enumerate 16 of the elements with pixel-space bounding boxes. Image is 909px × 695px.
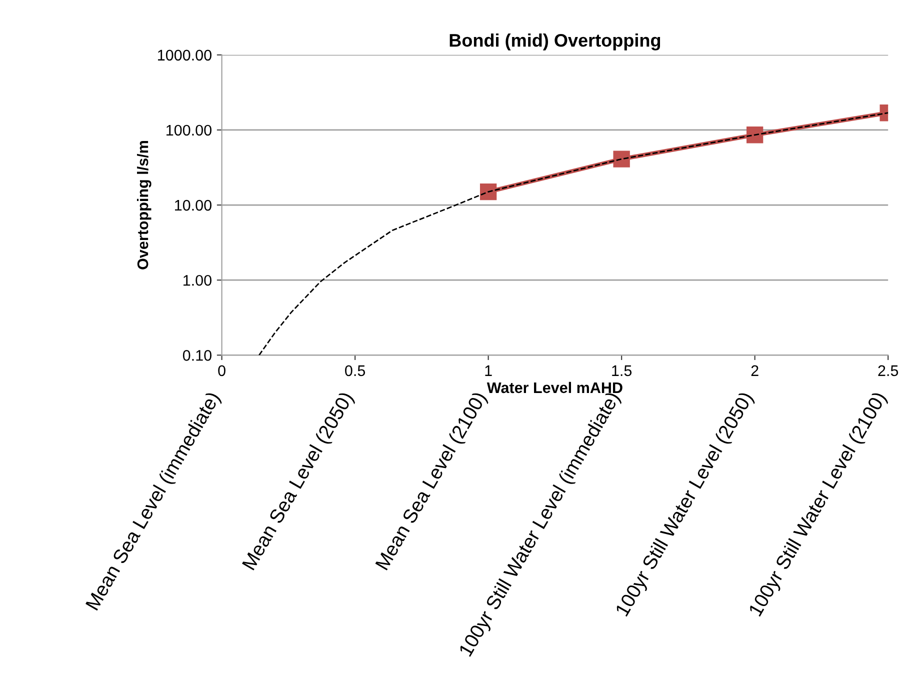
y-tick-label: 1000.00 <box>158 50 212 61</box>
y-axis-title: Overtopping l/s/m <box>136 141 152 270</box>
x-tick-label: 2.5 <box>878 365 898 376</box>
point <box>613 150 630 168</box>
y-tick-label: 1.00 <box>184 274 212 286</box>
x-tick-label: 1.5 <box>612 365 632 376</box>
x-tick-label: 0.5 <box>345 365 366 376</box>
chart-title: Bondi (mid) Overtopping <box>450 33 660 50</box>
x-tick-label: 2 <box>751 365 758 376</box>
x-axis-title: Water Level mAHD <box>486 382 622 394</box>
x-tick-label: 1 <box>485 365 492 376</box>
y-tick-label: 0.10 <box>182 350 212 361</box>
x-tick-label: 0 <box>218 365 226 376</box>
y-tick-label: 100.00 <box>166 124 212 136</box>
y-tick-label: 10.00 <box>175 200 212 211</box>
point <box>480 183 497 200</box>
